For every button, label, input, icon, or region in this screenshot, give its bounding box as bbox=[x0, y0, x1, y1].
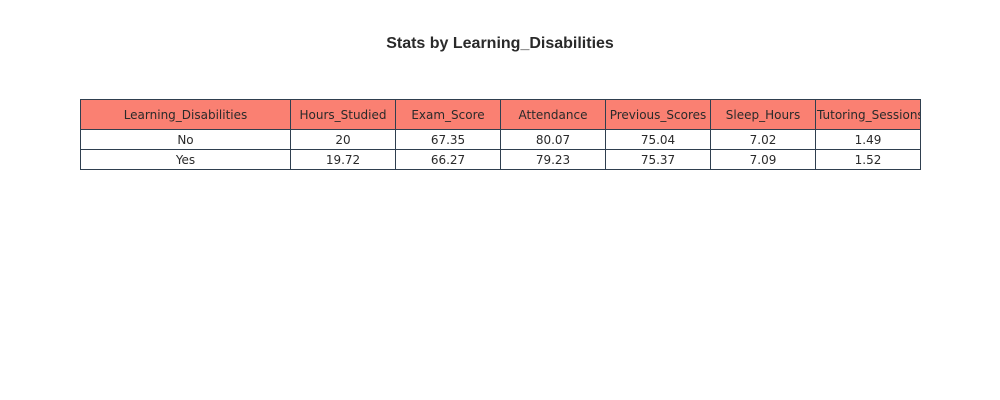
column-header-learning-disabilities: Learning_Disabilities bbox=[80, 99, 291, 130]
table-cell: 7.09 bbox=[710, 149, 816, 170]
table-header-row: Learning_Disabilities Hours_Studied Exam… bbox=[80, 99, 921, 130]
table-cell: 67.35 bbox=[395, 129, 501, 150]
table-cell: 20 bbox=[290, 129, 396, 150]
table-cell: 79.23 bbox=[500, 149, 606, 170]
stats-table: Learning_Disabilities Hours_Studied Exam… bbox=[80, 99, 921, 170]
table-cell: 19.72 bbox=[290, 149, 396, 170]
chart-title: Stats by Learning_Disabilities bbox=[386, 35, 614, 52]
table-cell: 1.49 bbox=[815, 129, 921, 150]
column-header-tutoring-sessions: Tutoring_Sessions bbox=[815, 99, 921, 130]
column-header-hours-studied: Hours_Studied bbox=[290, 99, 396, 130]
table-row: No 20 67.35 80.07 75.04 7.02 1.49 bbox=[80, 129, 921, 150]
column-header-previous-scores: Previous_Scores bbox=[605, 99, 711, 130]
table-cell: 66.27 bbox=[395, 149, 501, 170]
table-cell: Yes bbox=[80, 149, 291, 170]
table-cell: 7.02 bbox=[710, 129, 816, 150]
table-cell: 80.07 bbox=[500, 129, 606, 150]
table-row: Yes 19.72 66.27 79.23 75.37 7.09 1.52 bbox=[80, 149, 921, 170]
table-cell: No bbox=[80, 129, 291, 150]
table-cell: 1.52 bbox=[815, 149, 921, 170]
table-cell: 75.04 bbox=[605, 129, 711, 150]
table-cell: 75.37 bbox=[605, 149, 711, 170]
column-header-exam-score: Exam_Score bbox=[395, 99, 501, 130]
column-header-attendance: Attendance bbox=[500, 99, 606, 130]
column-header-sleep-hours: Sleep_Hours bbox=[710, 99, 816, 130]
